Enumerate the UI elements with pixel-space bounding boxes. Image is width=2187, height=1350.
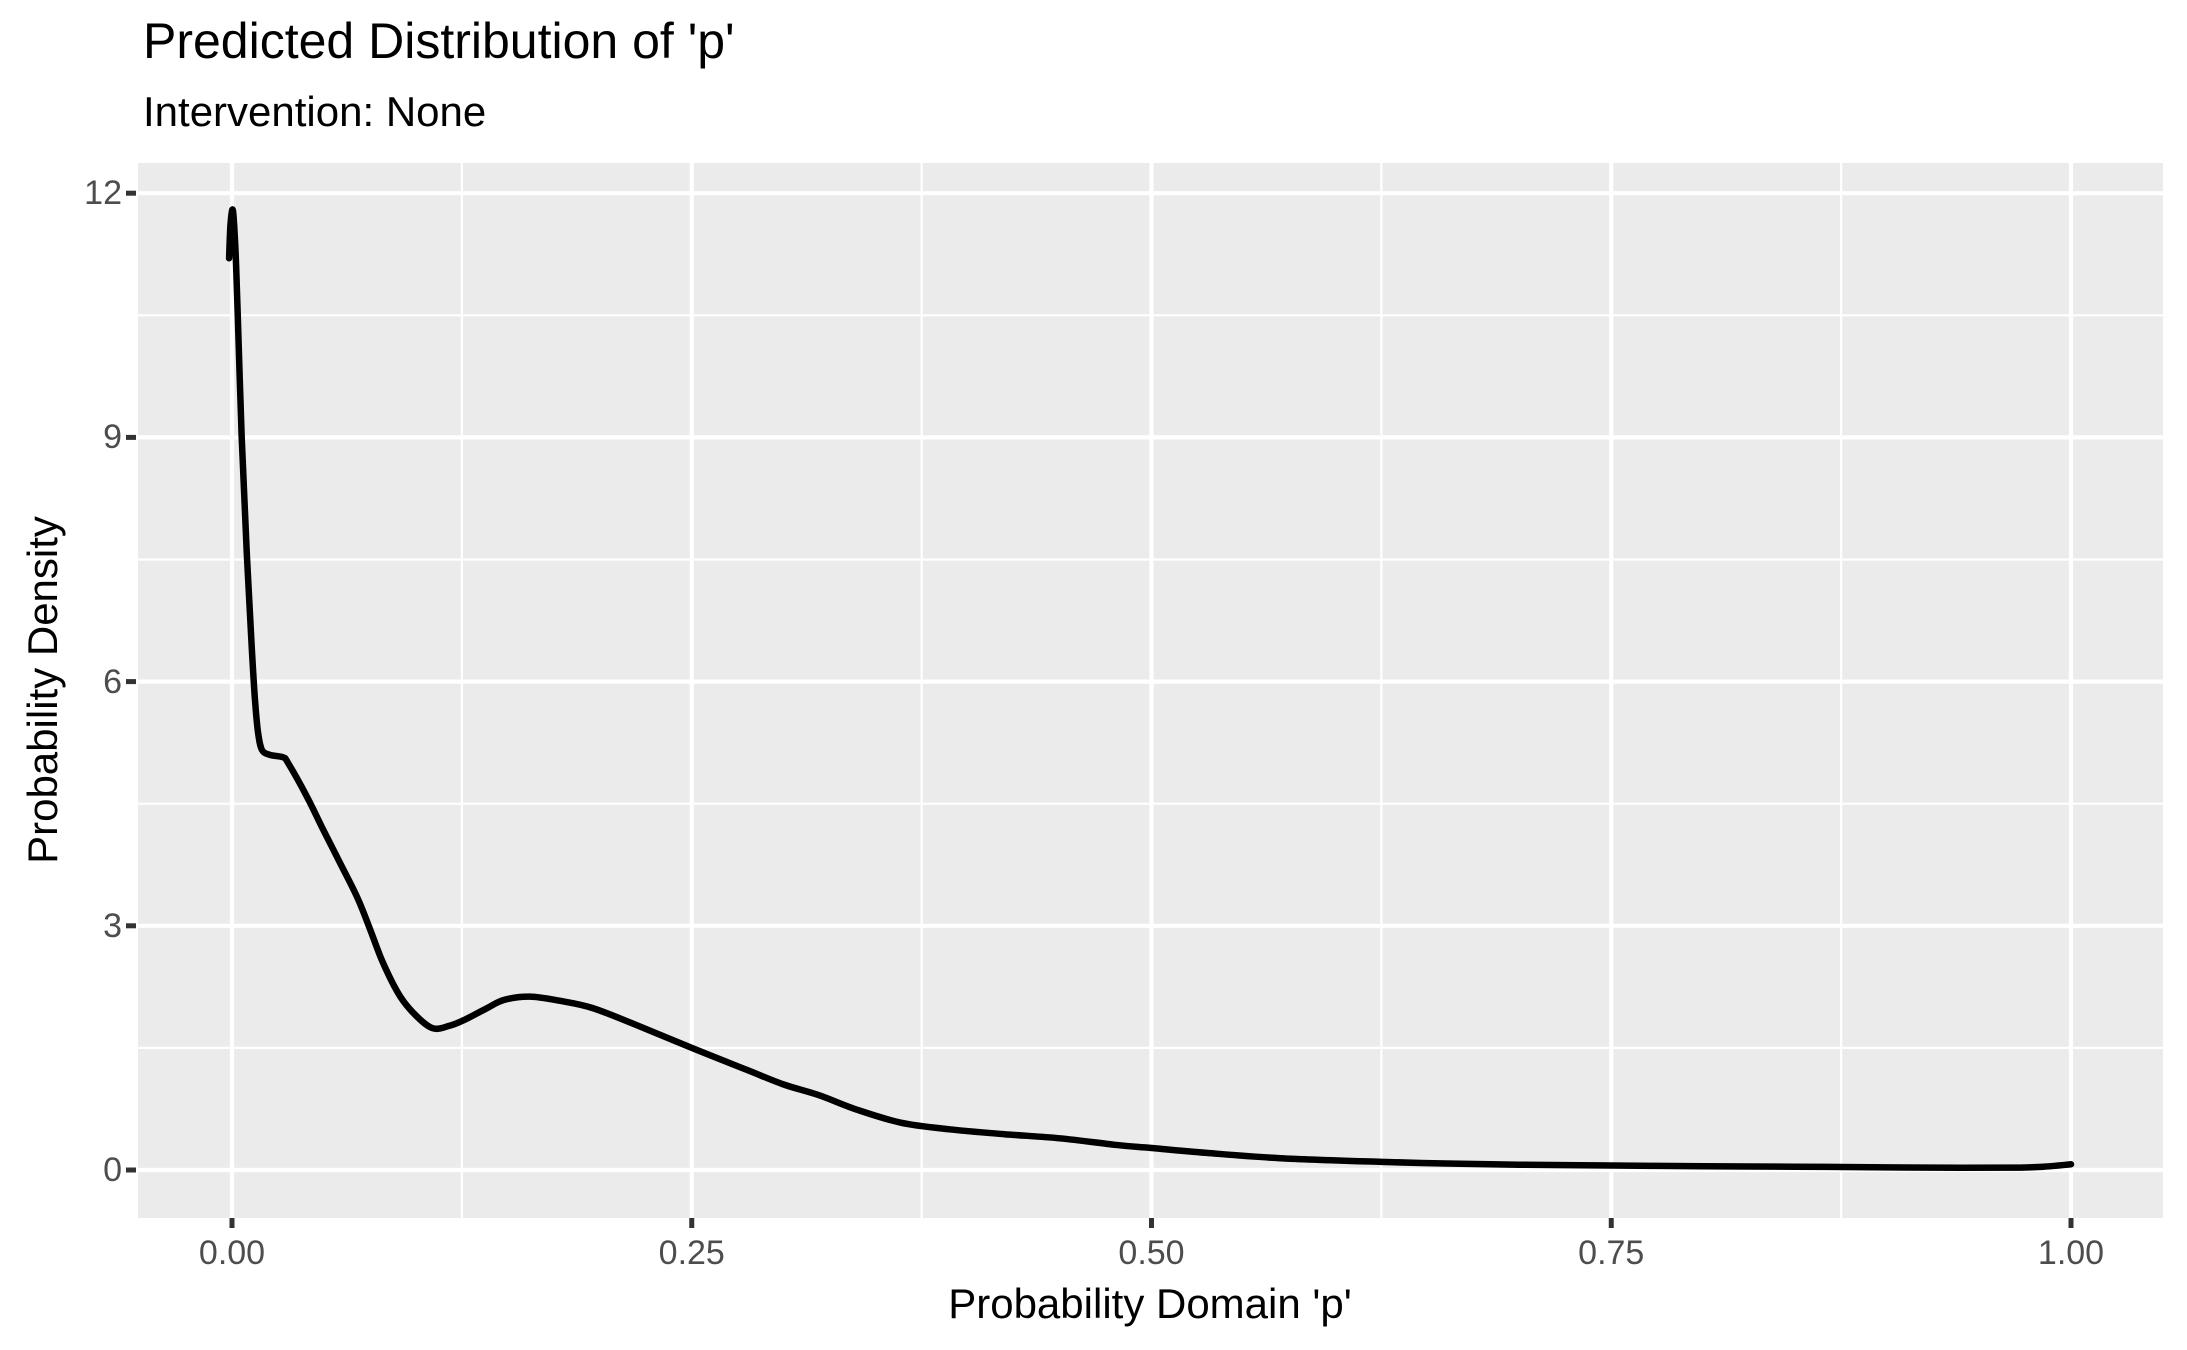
x-tick-label: 0.25	[658, 1234, 725, 1272]
chart-subtitle: Intervention: None	[143, 88, 487, 135]
x-tick-label: 0.50	[1118, 1234, 1185, 1272]
density-curve	[225, 206, 2075, 1171]
y-tick-label: 6	[103, 662, 122, 701]
chart-title: Predicted Distribution of 'p'	[143, 13, 735, 69]
y-tick-label: 0	[103, 1151, 122, 1189]
x-tick-label: 0.00	[198, 1234, 266, 1272]
x-tick-label: 1.00	[2037, 1234, 2105, 1272]
y-tick-label: 9	[103, 418, 122, 457]
y-tick-label: 12	[84, 174, 122, 213]
x-axis-title: Probability Domain 'p'	[948, 1280, 1352, 1327]
x-tick-label: 0.75	[1578, 1234, 1645, 1272]
y-tick-label: 3	[103, 906, 122, 945]
